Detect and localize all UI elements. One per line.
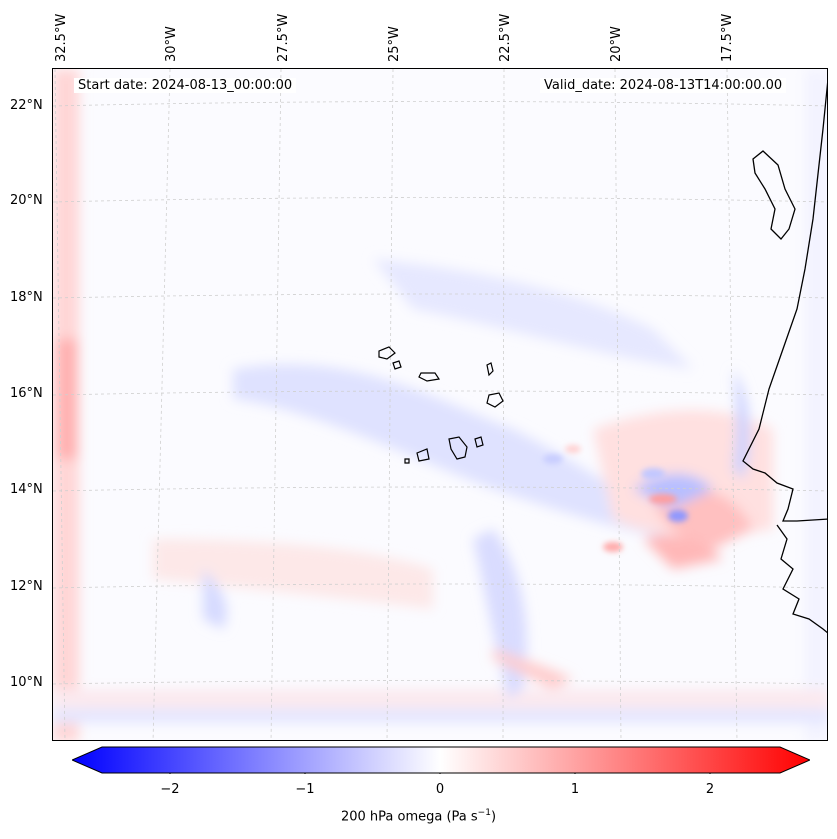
lon-label-30w: 30°W [164, 26, 179, 62]
lat-label-14n: 14°N [10, 482, 43, 497]
lon-label-20w: 20°W [609, 26, 624, 62]
lon-label-22-5w: 22.5°W [498, 13, 513, 62]
lon-label-25w: 25°W [387, 26, 402, 62]
colorbar-tick-0: 0 [435, 782, 445, 797]
colorbar-tick-neg2: −2 [160, 782, 180, 797]
lat-label-16n: 16°N [10, 386, 43, 401]
colorbar-tick-1: 1 [570, 782, 580, 797]
omega-detail [543, 445, 688, 552]
omega-shading [53, 69, 827, 740]
lon-label-32-5w: 32.5°W [54, 13, 69, 62]
valid-date-label: Valid_date: 2024-08-13T14:00:00.00 [540, 78, 787, 93]
lat-label-10n: 10°N [10, 675, 43, 690]
lon-label-27-5w: 27.5°W [276, 13, 291, 62]
colorbar-tick-2: 2 [705, 782, 715, 797]
lat-label-12n: 12°N [10, 579, 43, 594]
omega-field [53, 69, 827, 740]
lat-label-20n: 20°N [10, 193, 43, 208]
lat-label-22n: 22°N [10, 98, 43, 113]
omega-map [52, 68, 828, 741]
start-date-label: Start date: 2024-08-13_00:00:00 [74, 78, 297, 93]
cape-verde-islands [378, 346, 504, 464]
coastline [742, 82, 827, 634]
graticule [53, 69, 827, 740]
colorbar-title: 200 hPa omega (Pa s−1) [340, 808, 497, 825]
colorbar-tick-neg1: −1 [295, 782, 315, 797]
lon-label-17-5w: 17.5°W [720, 13, 735, 62]
colorbar-ramp [72, 746, 810, 774]
colorbar [72, 746, 810, 774]
lat-label-18n: 18°N [10, 290, 43, 305]
colorbar-ticks [169, 773, 711, 774]
